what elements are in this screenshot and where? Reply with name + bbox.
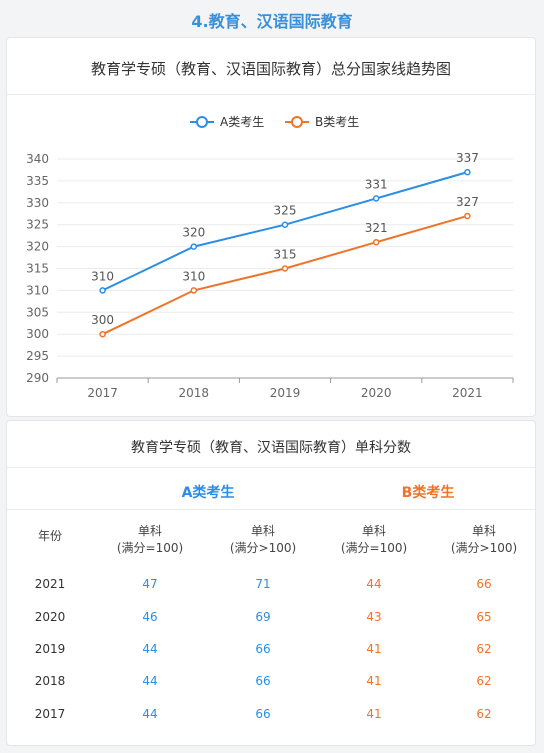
y-tick-label: 335 <box>26 174 49 188</box>
legend-marker-b <box>291 116 303 128</box>
score-cell-a1: 44 <box>142 707 158 721</box>
table-divider <box>7 467 535 468</box>
data-label: 315 <box>274 248 297 262</box>
score-cell-b1: 41 <box>366 642 382 656</box>
column-header-line1: 单科 <box>361 524 386 538</box>
score-cell-a1: 44 <box>142 674 158 688</box>
x-tick-label: 2020 <box>361 386 392 400</box>
column-header-line2: (满分>100) <box>229 541 297 555</box>
year-cell: 2021 <box>34 577 66 591</box>
score-cell-b1: 41 <box>366 674 382 688</box>
legend-label-b: B类考生 <box>315 115 359 129</box>
data-point <box>372 238 380 246</box>
group-divider <box>7 509 535 510</box>
table-row: 2021 47 71 44 66 <box>7 574 535 594</box>
year-cell: 2018 <box>34 674 66 688</box>
column-header: 单科 (满分>100) <box>208 523 318 557</box>
score-cell-b1: 43 <box>366 610 382 624</box>
column-header-line1: 单科 <box>137 524 162 538</box>
column-header: 单科 (满分=100) <box>319 523 429 557</box>
data-point <box>99 330 106 338</box>
score-cell-b2: 62 <box>476 642 492 656</box>
y-tick-label: 300 <box>26 327 49 341</box>
data-label: 337 <box>456 151 479 165</box>
y-tick-label: 330 <box>26 196 49 210</box>
column-header-line1: 单科 <box>471 524 496 538</box>
series-line-b <box>102 214 468 336</box>
table-row: 2018 44 66 41 62 <box>7 671 535 691</box>
x-tick-label: 2021 <box>452 386 483 400</box>
x-tick-label: 2017 <box>87 386 118 400</box>
data-point <box>372 195 380 202</box>
score-table-card: 教育学专硕（教育、汉语国际教育）单科分数 A类考生 B类考生 年份 单科 (满分=… <box>6 420 536 746</box>
chart-title: 教育学专硕（教育、汉语国际教育）总分国家线趋势图 <box>90 60 451 78</box>
data-point <box>190 243 198 250</box>
score-cell-a2: 69 <box>255 610 271 624</box>
y-tick-label: 305 <box>26 305 49 319</box>
score-cell-a2: 66 <box>255 642 271 656</box>
data-point <box>281 265 289 272</box>
legend-label-a: A类考生 <box>220 115 264 129</box>
column-header: 单科 (满分=100) <box>95 523 205 557</box>
year-column-header: 年份 <box>37 529 62 543</box>
data-label: 310 <box>91 269 114 283</box>
score-cell-a2: 66 <box>255 707 271 721</box>
column-header-line2: (满分>100) <box>450 541 518 555</box>
score-cell-b2: 62 <box>476 707 492 721</box>
score-cell-b2: 62 <box>476 674 492 688</box>
column-header: 单科 (满分>100) <box>429 523 539 557</box>
data-point <box>281 221 289 228</box>
data-label: 300 <box>91 313 114 327</box>
y-tick-label: 320 <box>26 240 49 254</box>
group-a-label: A类考生 <box>181 485 235 501</box>
column-header-line1: 单科 <box>250 524 275 538</box>
y-tick-label: 340 <box>26 152 49 166</box>
data-point <box>464 212 471 220</box>
score-cell-a2: 66 <box>255 674 271 688</box>
score-cell-b1: 44 <box>366 577 382 591</box>
score-cell-a1: 47 <box>142 577 158 591</box>
score-cell-a1: 44 <box>142 642 158 656</box>
data-label: 331 <box>365 177 388 191</box>
table-row: 2017 44 66 41 62 <box>7 704 535 724</box>
table-row: 2019 44 66 41 62 <box>7 639 535 659</box>
score-cell-a2: 71 <box>255 577 271 591</box>
y-tick-label: 295 <box>26 349 49 363</box>
data-label: 327 <box>456 195 479 209</box>
chart-card: 教育学专硕（教育、汉语国际教育）总分国家线趋势图 290 295 300 305 310… <box>6 37 536 417</box>
score-cell-b2: 66 <box>476 577 492 591</box>
score-cell-b1: 41 <box>366 707 382 721</box>
x-tick-label: 2018 <box>179 386 210 400</box>
section-title: 4.教育、汉语国际教育 <box>191 12 353 31</box>
data-point <box>190 287 198 294</box>
table-row: 2020 46 69 43 65 <box>7 607 535 627</box>
data-label: 310 <box>182 269 205 283</box>
score-cell-a1: 46 <box>142 610 158 624</box>
column-header-line2: (满分=100) <box>340 541 408 555</box>
y-tick-label: 310 <box>26 283 49 297</box>
y-tick-label: 290 <box>26 371 49 385</box>
year-cell: 2019 <box>34 642 66 656</box>
year-cell: 2017 <box>34 707 66 721</box>
data-label: 321 <box>365 221 388 235</box>
chart-divider <box>7 94 535 95</box>
data-point <box>464 168 471 176</box>
data-label: 325 <box>274 204 297 218</box>
column-header-line2: (满分=100) <box>116 541 184 555</box>
y-tick-label: 325 <box>26 218 49 232</box>
data-label: 320 <box>182 226 205 240</box>
table-title: 教育学专硕（教育、汉语国际教育）单科分数 <box>131 440 411 456</box>
year-cell: 2020 <box>34 610 66 624</box>
line-chart: 290 295 300 305 310 315 320 325 330 335 340 2017 201… <box>26 115 514 400</box>
y-tick-label: 315 <box>26 262 49 276</box>
x-tick-label: 2019 <box>270 386 301 400</box>
data-point <box>99 287 106 294</box>
score-cell-b2: 65 <box>476 610 492 624</box>
legend-marker-a <box>196 116 208 128</box>
group-b-label: B类考生 <box>401 485 455 501</box>
